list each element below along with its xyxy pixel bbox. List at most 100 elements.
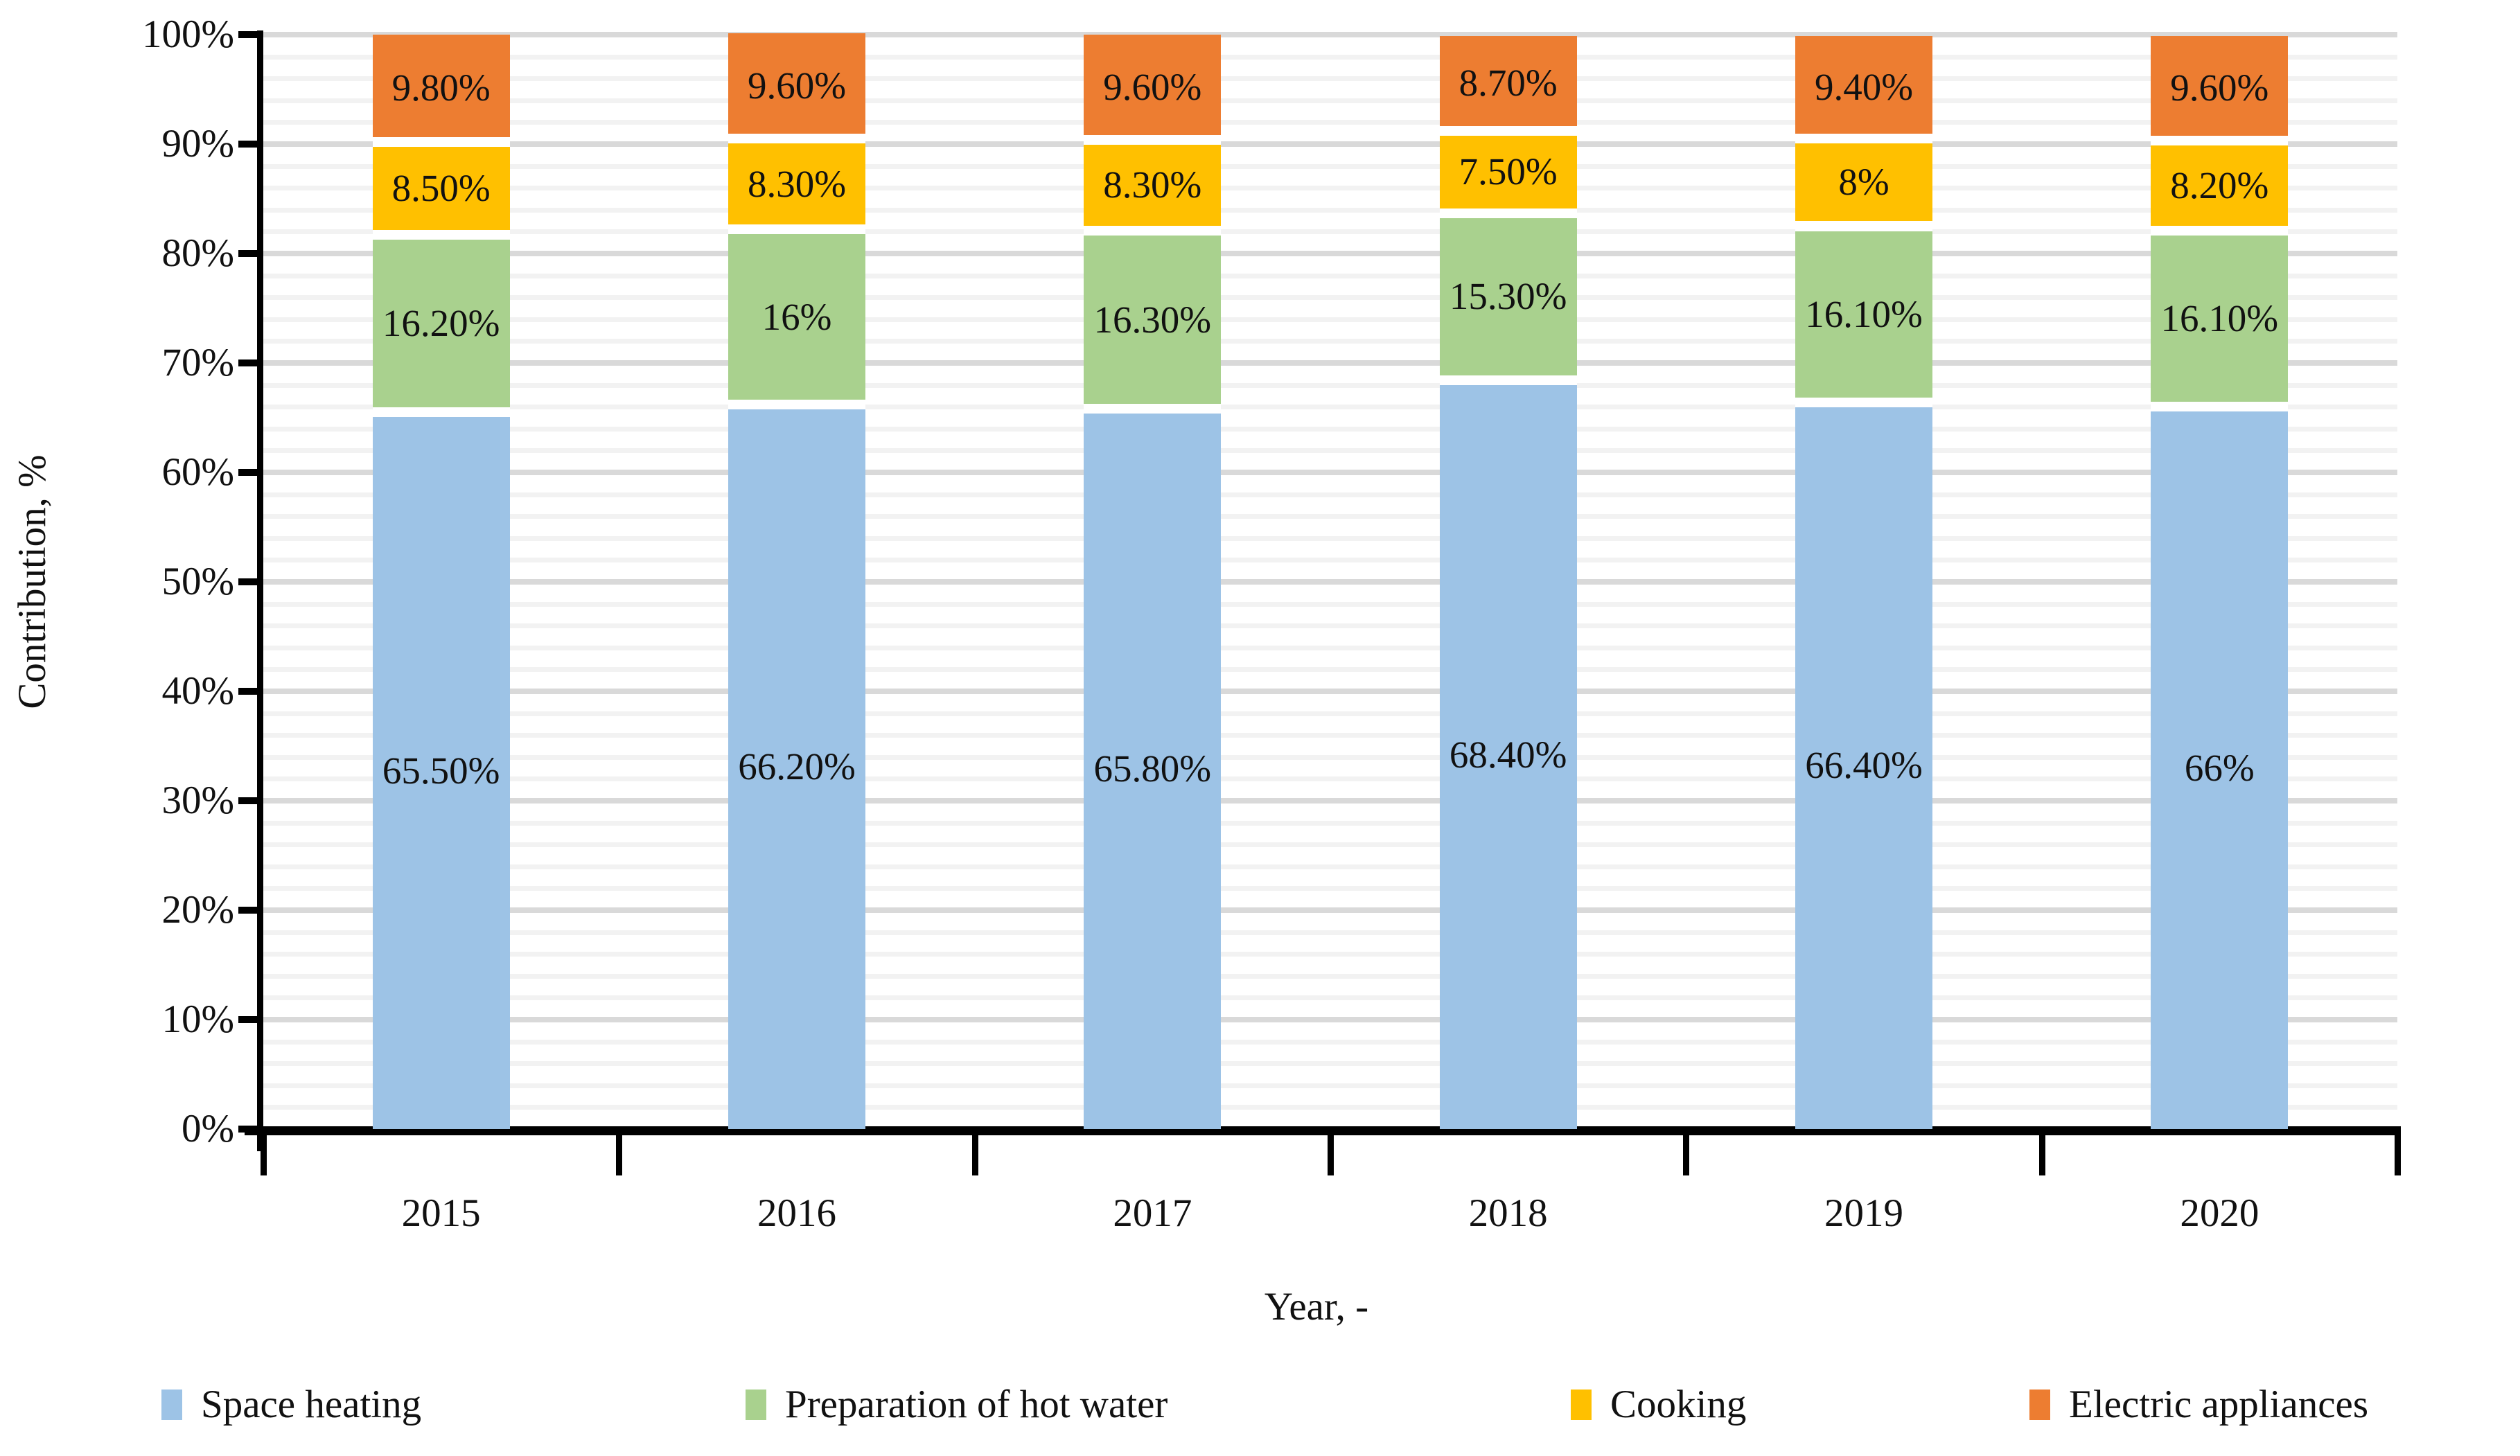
y-axis-line xyxy=(257,30,263,1151)
minor-gridline xyxy=(263,207,2397,213)
minor-gridline xyxy=(263,558,2397,563)
minor-gridline xyxy=(263,973,2397,979)
x-axis-tick xyxy=(261,1135,267,1175)
bar-segment-cooking xyxy=(1439,131,1577,213)
minor-gridline xyxy=(263,426,2397,432)
minor-gridline xyxy=(263,317,2397,322)
legend-label: Space heating xyxy=(201,1383,422,1426)
y-axis-tick xyxy=(238,578,257,585)
major-gridline xyxy=(263,1017,2397,1022)
data-label: 8.70% xyxy=(1459,62,1558,105)
legend-key-icon xyxy=(161,1390,182,1420)
data-label: 66.20% xyxy=(738,745,856,788)
minor-gridline xyxy=(263,405,2397,410)
y-tick-label: 50% xyxy=(161,560,234,603)
y-tick-label: 20% xyxy=(161,888,234,932)
y-axis-tick xyxy=(238,31,257,38)
x-tick-label: 2019 xyxy=(1824,1191,1903,1235)
data-label: 9.40% xyxy=(1814,65,1914,108)
y-axis-title: Contribution, % xyxy=(10,454,54,709)
minor-gridline xyxy=(263,842,2397,848)
y-axis-tick xyxy=(238,1126,257,1133)
data-label: 8.30% xyxy=(1103,163,1202,206)
data-label: 16.20% xyxy=(382,302,500,345)
bar-segment-cooking xyxy=(1084,139,1222,231)
data-label: 9.80% xyxy=(391,66,491,109)
bar-segment-space-heating xyxy=(1795,402,1932,1129)
minor-gridline xyxy=(263,186,2397,191)
x-axis-tick xyxy=(2038,1135,2045,1175)
minor-gridline xyxy=(263,120,2397,125)
minor-gridline xyxy=(263,886,2397,891)
x-tick-label: 2015 xyxy=(401,1191,481,1235)
x-tick-label: 2016 xyxy=(757,1191,836,1235)
major-gridline xyxy=(263,689,2397,694)
x-axis-tick xyxy=(616,1135,623,1175)
major-gridline xyxy=(263,141,2397,147)
bar-segment-preparation-of-hot-water xyxy=(728,229,865,405)
bar-segment-preparation-of-hot-water xyxy=(1795,226,1932,402)
y-tick-label: 100% xyxy=(142,12,234,56)
legend-label: Cooking xyxy=(1610,1383,1747,1426)
bar-segment-electric-appliances xyxy=(1084,35,1222,140)
bar-segment-electric-appliances xyxy=(2151,35,2289,141)
x-tick-label: 2017 xyxy=(1113,1191,1192,1235)
y-tick-label: 70% xyxy=(161,341,234,384)
bar-segment-preparation-of-hot-water xyxy=(2151,230,2289,407)
minor-gridline xyxy=(263,54,2397,60)
data-label: 68.40% xyxy=(1449,733,1567,776)
x-tick-label: 2018 xyxy=(1468,1191,1548,1235)
minor-gridline xyxy=(263,98,2397,103)
y-axis-tick xyxy=(238,250,257,257)
major-gridline xyxy=(263,907,2397,913)
bar-segment-preparation-of-hot-water xyxy=(372,235,510,413)
x-axis-tick xyxy=(2395,1135,2401,1175)
y-axis-tick xyxy=(238,797,257,804)
data-label: 9.60% xyxy=(2170,66,2269,109)
data-label: 8% xyxy=(1838,161,1889,204)
data-label: 8.50% xyxy=(391,166,491,209)
bar-segment-electric-appliances xyxy=(728,33,865,139)
y-axis-tick xyxy=(238,359,257,366)
bar-segment-electric-appliances xyxy=(1439,35,1577,132)
y-tick-label: 10% xyxy=(161,997,234,1041)
minor-gridline xyxy=(263,229,2397,235)
y-tick-label: 40% xyxy=(161,669,234,713)
bar-segment-space-heating xyxy=(1084,409,1222,1129)
data-label: 66.40% xyxy=(1805,744,1923,787)
x-axis-title: Year, - xyxy=(1264,1285,1369,1329)
minor-gridline xyxy=(263,514,2397,520)
minor-gridline xyxy=(263,776,2397,782)
y-axis-tick xyxy=(238,141,257,148)
x-axis-tick xyxy=(1328,1135,1334,1175)
y-tick-label: 80% xyxy=(161,231,234,275)
y-axis-tick xyxy=(238,469,257,476)
major-gridline xyxy=(263,579,2397,585)
minor-gridline xyxy=(263,645,2397,650)
minor-gridline xyxy=(263,667,2397,673)
minor-gridline xyxy=(263,711,2397,716)
minor-gridline xyxy=(263,623,2397,629)
y-axis-tick xyxy=(238,1016,257,1023)
minor-gridline xyxy=(263,930,2397,935)
data-label: 16% xyxy=(761,295,832,338)
minor-gridline xyxy=(263,864,2397,869)
data-label: 16.10% xyxy=(2160,297,2279,339)
legend-key-icon xyxy=(746,1390,766,1420)
major-gridline xyxy=(263,32,2397,37)
bar-segment-cooking xyxy=(2151,141,2289,231)
y-tick-label: 60% xyxy=(161,450,234,494)
y-tick-label: 90% xyxy=(161,122,234,166)
y-tick-label: 0% xyxy=(182,1107,234,1151)
minor-gridline xyxy=(263,339,2397,344)
minor-gridline xyxy=(263,1039,2397,1045)
bar-segment-electric-appliances xyxy=(1795,35,1932,139)
minor-gridline xyxy=(263,995,2397,1001)
minor-gridline xyxy=(263,601,2397,607)
minor-gridline xyxy=(263,754,2397,760)
bar-segment-preparation-of-hot-water xyxy=(1439,213,1577,381)
major-gridline xyxy=(263,360,2397,366)
x-axis-tick xyxy=(971,1135,978,1175)
major-gridline xyxy=(263,470,2397,475)
